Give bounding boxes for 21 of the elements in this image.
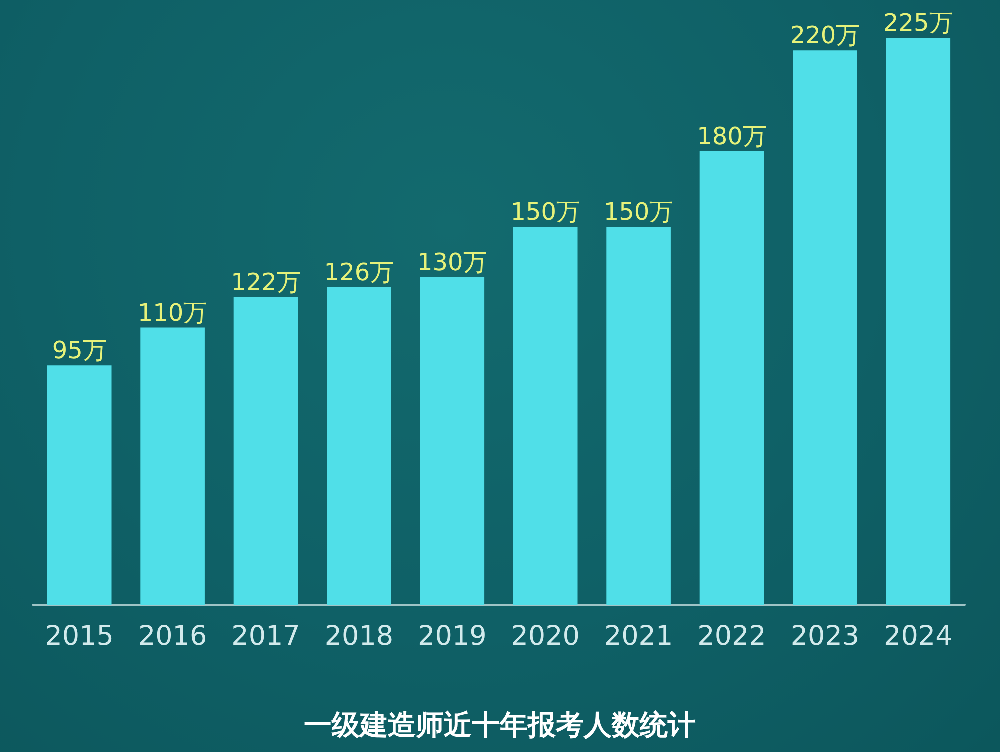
data-label: 150万 bbox=[604, 198, 674, 226]
data-label: 225万 bbox=[883, 9, 954, 37]
x-tick-label: 2015 bbox=[45, 621, 114, 652]
x-tick-label: 2017 bbox=[232, 621, 300, 652]
x-tick-label: 2016 bbox=[138, 621, 208, 652]
data-label: 110万 bbox=[138, 298, 208, 327]
data-label: 122万 bbox=[231, 268, 301, 297]
data-label: 126万 bbox=[324, 258, 394, 286]
data-label: 220万 bbox=[790, 22, 860, 50]
x-tick-label: 2021 bbox=[604, 621, 674, 652]
data-label: 130万 bbox=[417, 248, 488, 276]
x-tick-label: 2024 bbox=[884, 621, 953, 652]
data-label: 95万 bbox=[52, 336, 107, 365]
x-tick-label: 2020 bbox=[511, 621, 580, 652]
x-tick-label: 2022 bbox=[698, 621, 766, 652]
text: 一级建造师近十年报考人数统计 bbox=[304, 708, 696, 742]
data-label: 180万 bbox=[697, 122, 767, 150]
x-tick-label: 2023 bbox=[790, 621, 860, 652]
x-tick-label: 2018 bbox=[324, 621, 394, 652]
data-label: 150万 bbox=[510, 198, 581, 226]
x-tick-label: 2019 bbox=[418, 621, 487, 652]
